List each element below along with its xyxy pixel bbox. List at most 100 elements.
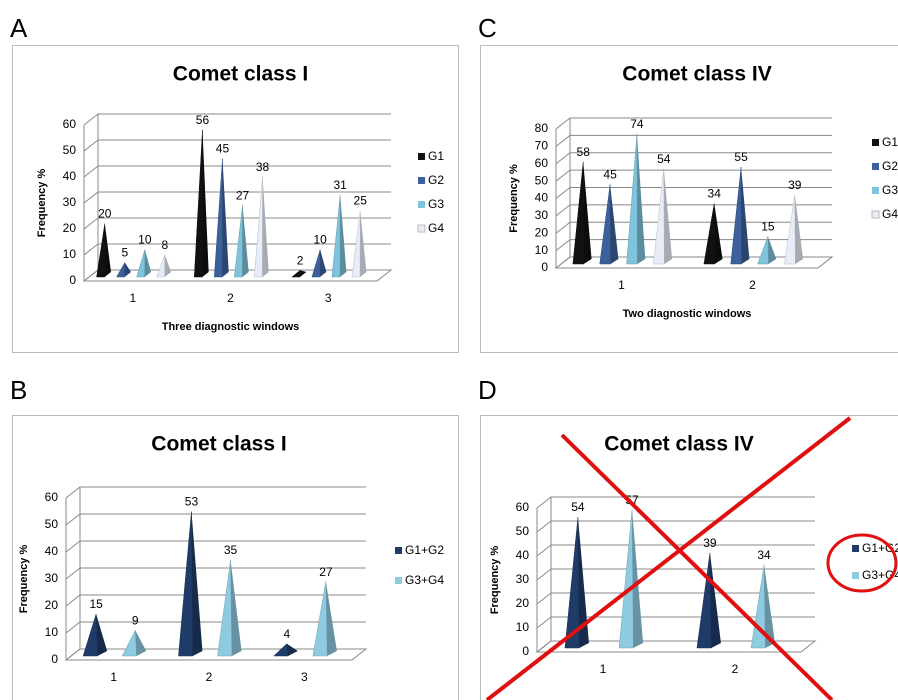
x-axis-label: Three diagnostic windows: [162, 321, 300, 333]
grid-line: [83, 217, 391, 230]
chart-title: Comet class IV: [622, 63, 771, 86]
strike-line: [485, 416, 852, 700]
pyramid-side: [202, 129, 209, 277]
y-tick-label: 30: [45, 571, 59, 585]
y-tick-label: 60: [535, 156, 549, 170]
y-tick-label: 30: [535, 208, 549, 222]
pyramid-side: [577, 516, 589, 648]
chart-title: Comet class I: [173, 63, 308, 86]
legend-swatch: [418, 153, 425, 160]
pyramid-side: [663, 168, 673, 264]
pyramid-side: [96, 614, 108, 656]
y-tick-label: 0: [541, 260, 548, 274]
value-label: 53: [185, 495, 199, 509]
x-tick-label: 1: [600, 662, 607, 676]
grid-line: [536, 568, 815, 581]
value-label: 45: [603, 167, 617, 181]
legend-swatch: [872, 163, 879, 170]
pyramid-side: [230, 560, 242, 656]
y-tick-label: 50: [535, 173, 549, 187]
pyramid-face: [750, 564, 766, 649]
y-tick-label: 40: [63, 169, 77, 183]
grid-line: [65, 594, 366, 607]
value-label: 34: [708, 187, 722, 201]
legend-label: G2: [882, 159, 898, 173]
legend-label: G4: [882, 207, 898, 221]
legend-circle: [826, 533, 898, 593]
value-label: 9: [132, 613, 139, 627]
pyramid-side: [709, 552, 721, 648]
value-label: 54: [571, 500, 585, 514]
x-tick-label: 3: [325, 291, 332, 305]
y-tick-label: 30: [516, 572, 530, 586]
value-label: 10: [138, 233, 152, 247]
grid-line: [555, 152, 832, 165]
chart-panel: D Comet class IV 0 10 20 30 40 50 60 Frequency % 1…: [478, 375, 898, 700]
y-axis-label: Frequency %: [36, 169, 48, 238]
grid-line: [65, 648, 366, 661]
y-axis-label: Frequency %: [18, 545, 30, 614]
value-label: 4: [283, 627, 290, 641]
value-label: 58: [577, 145, 591, 159]
y-axis-label: Frequency %: [489, 546, 501, 615]
legend-label: G1: [428, 149, 444, 163]
y-tick-label: 40: [516, 548, 530, 562]
pyramid-side: [764, 564, 776, 648]
pyramid-side: [242, 205, 249, 277]
panel-letter: C: [478, 13, 497, 43]
pyramid-side: [325, 581, 337, 656]
strike-line: [560, 433, 834, 700]
grid-line: [83, 113, 391, 126]
pyramid-face: [234, 205, 243, 278]
y-tick-label: 30: [63, 195, 77, 209]
value-label: 31: [333, 178, 347, 192]
legend-swatch: [418, 177, 425, 184]
y-tick-label: 60: [45, 490, 59, 504]
x-tick-label: 1: [129, 291, 136, 305]
pyramid-face: [217, 559, 233, 657]
grid-line: [65, 567, 366, 580]
value-label: 74: [630, 117, 644, 131]
panel-letter: B: [10, 375, 27, 405]
grid-line: [83, 243, 391, 256]
value-label: 45: [216, 142, 230, 156]
value-label: 56: [196, 113, 210, 127]
value-label: 15: [89, 597, 103, 611]
grid-line: [83, 139, 391, 152]
value-label: 10: [313, 233, 327, 247]
grid-line: [536, 520, 815, 533]
pyramid-side: [320, 249, 327, 277]
value-label: 39: [703, 536, 717, 550]
x-tick-label: 2: [749, 278, 756, 292]
legend-label: G3: [428, 197, 444, 211]
legend-label: G3: [882, 183, 898, 197]
grid-line: [83, 165, 391, 178]
y-tick-label: 60: [63, 117, 77, 131]
grid-line: [536, 544, 815, 557]
legend-swatch: [852, 545, 859, 552]
pyramid-face: [178, 511, 194, 657]
value-label: 54: [657, 152, 671, 166]
panel-letter: A: [10, 13, 28, 43]
y-tick-label: 10: [63, 247, 77, 261]
pyramid-side: [262, 176, 269, 277]
grid-line: [536, 592, 815, 605]
y-tick-label: 10: [535, 243, 549, 257]
grid-line: [555, 169, 832, 182]
pyramid-side: [286, 643, 298, 656]
x-tick-label: 1: [618, 278, 625, 292]
grid-line: [536, 616, 815, 629]
legend-label: G4: [428, 221, 444, 235]
legend-swatch: [852, 572, 859, 579]
pyramid-side: [794, 194, 804, 264]
legend-swatch: [872, 139, 879, 146]
grid-line: [555, 117, 832, 130]
legend-label: G1: [882, 135, 898, 149]
panel-frame: [480, 45, 898, 353]
y-tick-label: 20: [45, 598, 59, 612]
y-tick-label: 0: [522, 644, 529, 658]
grid-line: [65, 540, 366, 553]
pyramid-side: [222, 158, 229, 277]
y-tick-label: 10: [45, 625, 59, 639]
